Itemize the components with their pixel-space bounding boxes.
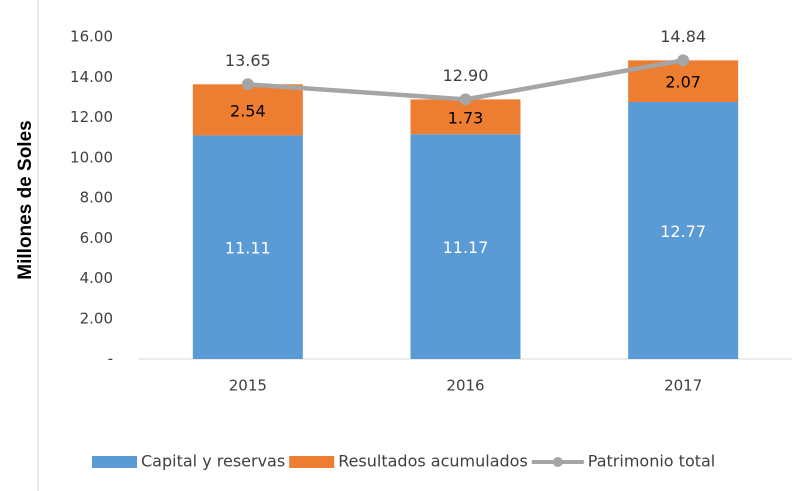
data-label: 12.77 (660, 222, 706, 241)
data-label: 2.54 (230, 101, 266, 120)
x-tick-label: 2015 (229, 377, 267, 395)
data-label: 2.07 (665, 73, 701, 92)
y-tick-label: - (108, 350, 113, 368)
y-tick-label: 6.00 (80, 229, 113, 247)
y-tick-label: 4.00 (80, 269, 113, 287)
line-marker (677, 54, 690, 67)
line-marker (241, 78, 254, 91)
data-label: 1.73 (448, 108, 484, 127)
bar-segment (410, 134, 521, 359)
legend-label: Resultados acumulados (338, 452, 528, 471)
data-label: 13.65 (225, 51, 271, 70)
y-tick-label: 16.00 (70, 28, 113, 46)
y-tick-label: 8.00 (80, 189, 113, 207)
legend-swatch (92, 456, 137, 468)
x-tick-label: 2017 (664, 377, 702, 395)
bar-segment (628, 102, 739, 359)
data-label: 14.84 (660, 27, 706, 46)
bar-segment (192, 135, 303, 359)
bar-segment (192, 84, 303, 136)
y-axis-title: Millones de Soles (15, 120, 36, 279)
legend-swatch (289, 456, 335, 468)
y-tick-label: 2.00 (80, 309, 113, 327)
legend-label: Capital y reservas (141, 452, 285, 471)
data-label: 11.11 (225, 239, 271, 258)
line-marker (459, 93, 472, 106)
legend-marker (552, 457, 563, 467)
y-tick-label: 14.00 (70, 68, 113, 86)
data-label: 12.90 (443, 66, 489, 85)
x-tick-label: 2016 (446, 377, 484, 395)
data-label: 11.17 (443, 238, 489, 257)
legend-label: Patrimonio total (588, 452, 715, 471)
y-tick-label: 12.00 (70, 108, 113, 126)
y-tick-label: 10.00 (70, 148, 113, 166)
